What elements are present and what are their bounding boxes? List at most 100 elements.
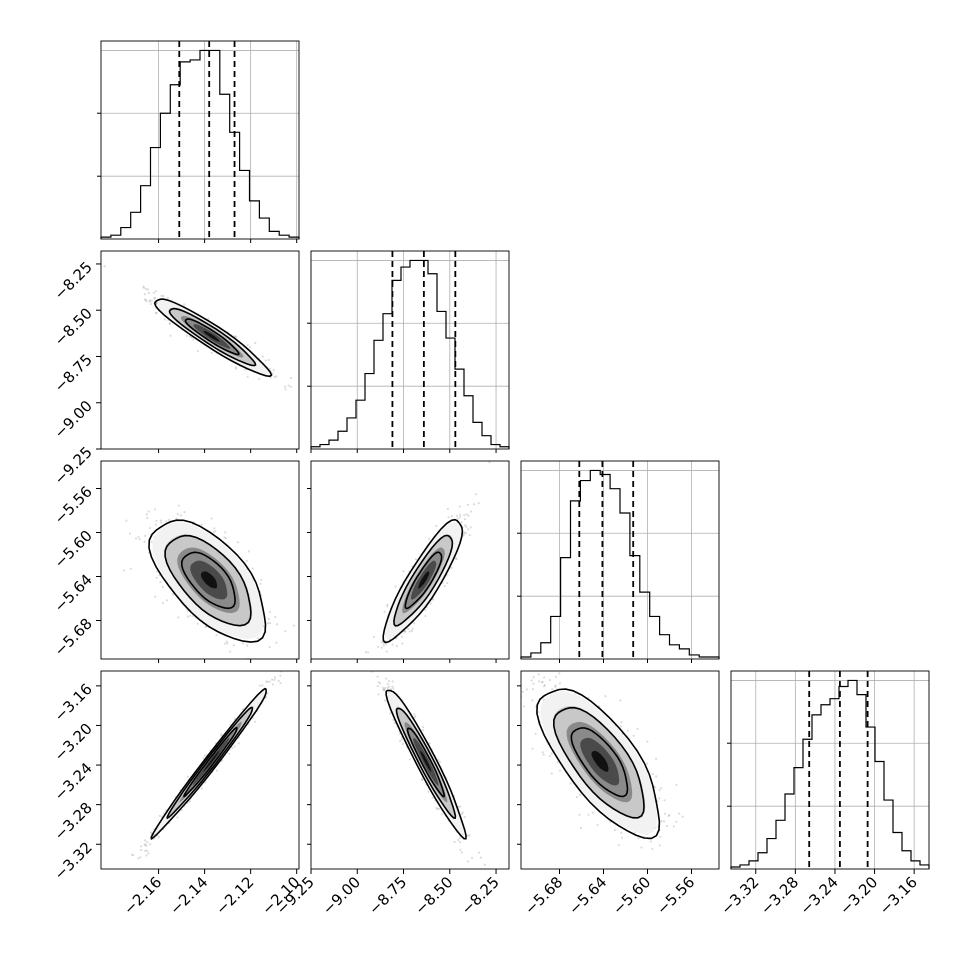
sample-point bbox=[383, 686, 387, 690]
sample-point bbox=[409, 758, 412, 761]
sample-point bbox=[279, 674, 282, 677]
sample-point bbox=[186, 775, 189, 778]
sample-point bbox=[200, 523, 203, 526]
sample-point bbox=[145, 854, 148, 857]
sample-point bbox=[450, 566, 453, 570]
sample-point bbox=[651, 847, 654, 851]
sample-point bbox=[465, 525, 468, 528]
sample-point bbox=[155, 576, 158, 579]
sample-point bbox=[292, 624, 296, 627]
sample-point bbox=[428, 537, 431, 540]
sample-point bbox=[175, 517, 178, 520]
sample-point bbox=[459, 848, 462, 851]
sample-point bbox=[261, 355, 264, 358]
sample-point bbox=[374, 667, 376, 669]
sample-point bbox=[655, 757, 658, 761]
sample-point bbox=[455, 557, 458, 560]
sample-point bbox=[578, 793, 582, 796]
sample-point bbox=[254, 341, 257, 344]
sample-point bbox=[424, 614, 427, 618]
sample-point bbox=[367, 651, 370, 654]
sample-point bbox=[146, 516, 149, 520]
sample-point bbox=[465, 513, 468, 516]
sample-point bbox=[660, 787, 663, 790]
sample-point bbox=[145, 288, 148, 291]
hist-panel-2 bbox=[307, 250, 510, 450]
histogram-1 bbox=[100, 49, 300, 239]
sample-point bbox=[145, 844, 148, 847]
sample-point bbox=[385, 677, 388, 680]
sample-point bbox=[459, 805, 462, 808]
sample-point bbox=[427, 790, 430, 793]
sample-point bbox=[575, 795, 579, 799]
sample-point bbox=[143, 286, 146, 289]
sample-point bbox=[421, 729, 424, 732]
sample-point bbox=[272, 369, 275, 372]
sample-point bbox=[413, 713, 416, 716]
sample-point bbox=[663, 820, 666, 823]
sample-point bbox=[268, 367, 272, 371]
sample-point bbox=[267, 617, 270, 621]
sample-point bbox=[188, 335, 191, 338]
contour-line bbox=[404, 551, 443, 610]
contour-line bbox=[184, 318, 240, 356]
sample-point bbox=[400, 738, 403, 741]
sample-point bbox=[462, 532, 465, 536]
sample-point bbox=[268, 646, 271, 649]
sample-point bbox=[153, 296, 156, 299]
panel-frame bbox=[100, 460, 300, 660]
sample-point bbox=[204, 625, 207, 629]
sample-point bbox=[464, 518, 467, 521]
sample-point bbox=[626, 729, 629, 732]
sample-point bbox=[155, 312, 158, 315]
sample-point bbox=[543, 684, 546, 687]
sample-point bbox=[229, 650, 232, 653]
sample-point bbox=[407, 627, 410, 630]
sample-point bbox=[234, 367, 237, 370]
sample-point bbox=[284, 388, 287, 391]
sample-point bbox=[266, 622, 269, 625]
sample-point bbox=[411, 627, 414, 630]
contour-line bbox=[166, 706, 254, 820]
sample-point bbox=[145, 513, 148, 516]
sample-point bbox=[372, 635, 376, 639]
sample-point bbox=[266, 692, 269, 695]
sample-point bbox=[233, 717, 237, 720]
sample-point bbox=[267, 358, 270, 362]
sample-point bbox=[244, 368, 247, 371]
sample-point bbox=[467, 528, 470, 531]
sample-point bbox=[149, 831, 153, 834]
sample-point bbox=[236, 541, 240, 544]
sample-point bbox=[138, 538, 141, 541]
panel-frame bbox=[310, 460, 510, 660]
density-level bbox=[420, 751, 432, 772]
sample-point bbox=[400, 635, 403, 639]
sample-point bbox=[377, 693, 380, 696]
sample-point bbox=[122, 877, 124, 879]
sample-point bbox=[150, 299, 153, 302]
panel-content bbox=[103, 265, 293, 391]
sample-point bbox=[212, 531, 215, 534]
sample-point bbox=[180, 809, 183, 812]
sample-point bbox=[398, 732, 401, 735]
contour-line bbox=[382, 518, 464, 644]
sample-point bbox=[383, 610, 386, 614]
sample-point bbox=[168, 322, 171, 325]
sample-point bbox=[275, 641, 278, 644]
sample-point bbox=[460, 851, 463, 854]
sample-point bbox=[275, 375, 278, 378]
sample-point bbox=[437, 807, 440, 810]
sample-point bbox=[241, 708, 244, 711]
sample-point bbox=[154, 290, 157, 293]
panel-frame bbox=[310, 250, 510, 450]
scatter-panel-1-2 bbox=[100, 250, 300, 450]
sample-point bbox=[376, 685, 379, 688]
sample-point bbox=[254, 720, 257, 723]
sample-point bbox=[619, 699, 622, 702]
sample-point bbox=[413, 622, 416, 625]
sample-point bbox=[556, 761, 559, 764]
sample-point bbox=[368, 676, 370, 678]
hist-panel-4 bbox=[727, 670, 930, 870]
sample-point bbox=[128, 532, 131, 535]
sample-point bbox=[237, 742, 240, 745]
